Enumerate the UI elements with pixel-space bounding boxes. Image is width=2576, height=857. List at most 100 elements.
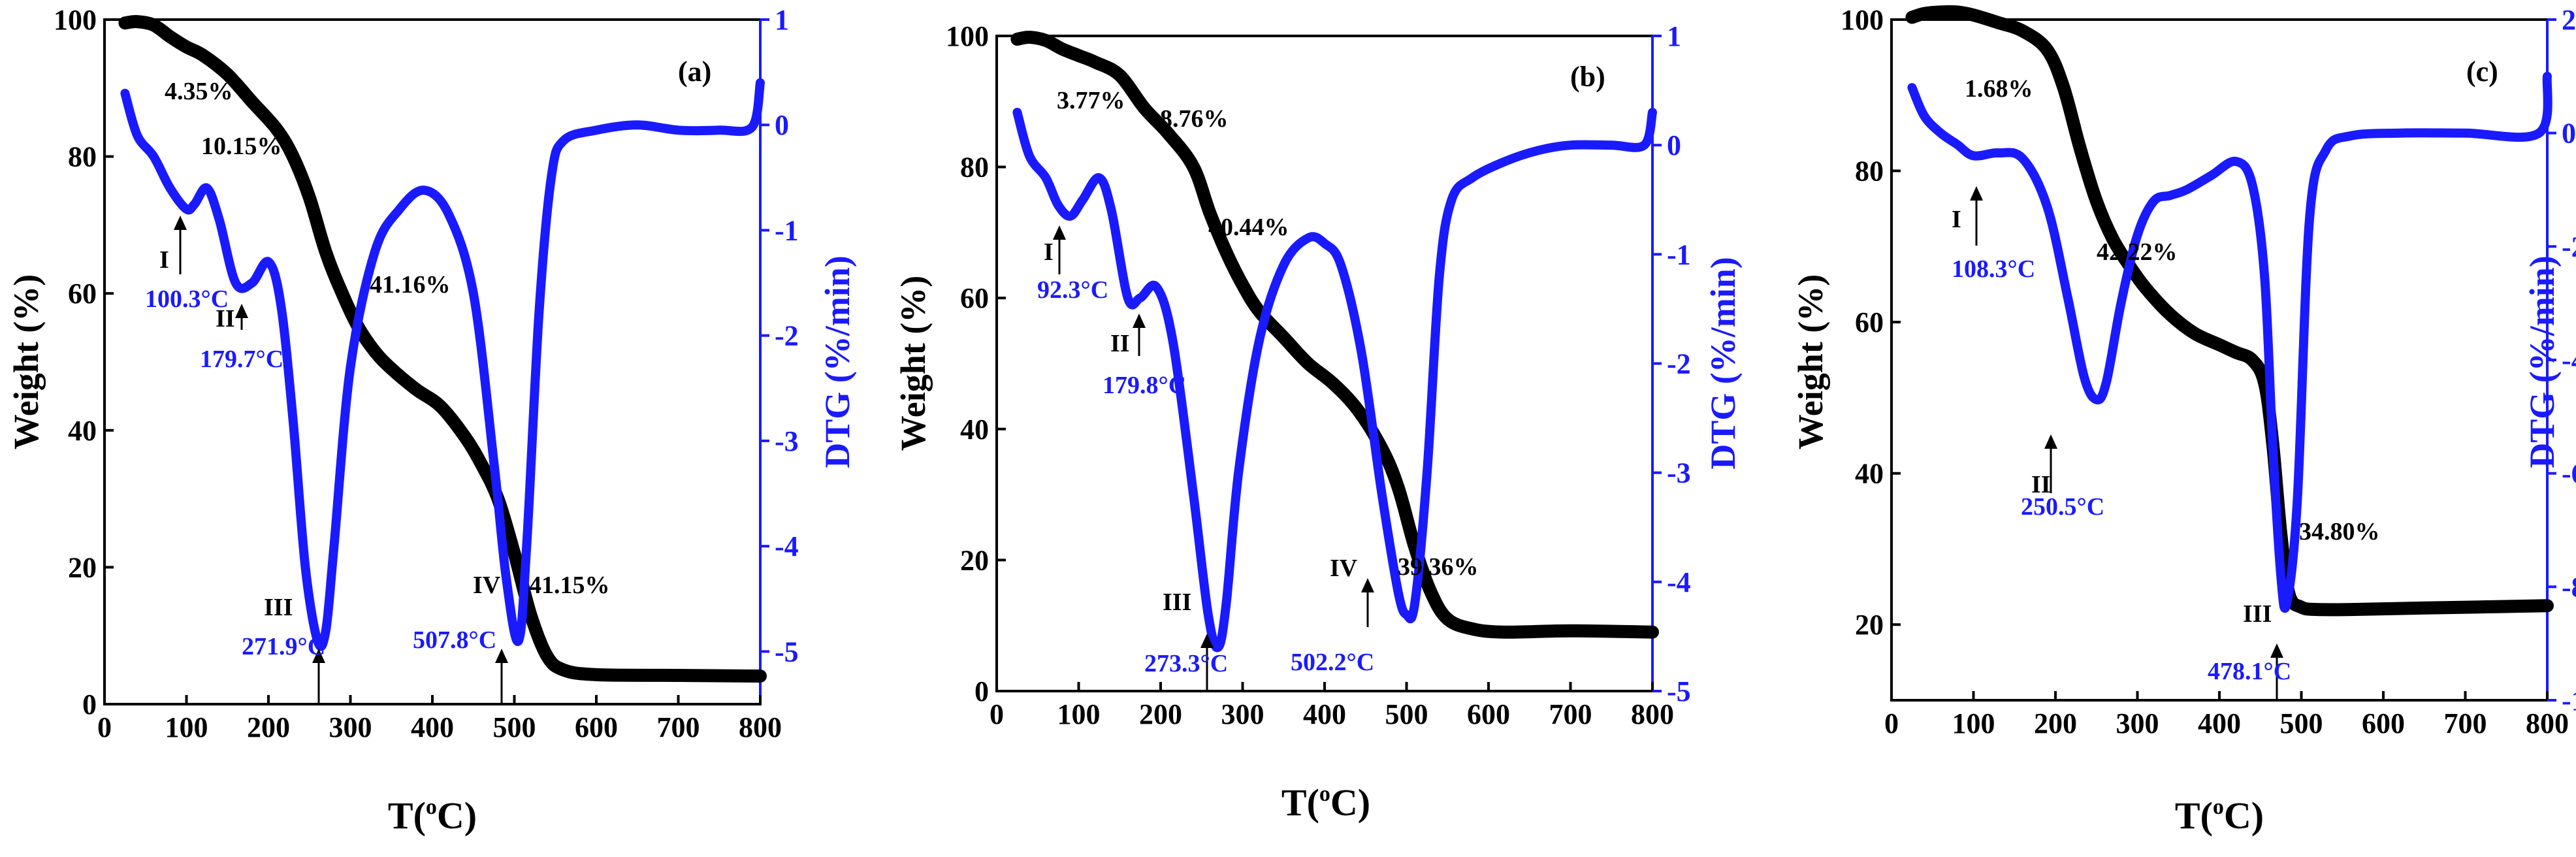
- panel-b-dtg-curve: [1012, 108, 1657, 653]
- panel-a-label: (a): [678, 56, 711, 88]
- x-tick-label: 0: [97, 711, 112, 743]
- x-tick-label: 300: [1221, 698, 1264, 730]
- y2-tick-label: -2: [775, 320, 799, 352]
- panel-c-arrowhead-ii: [2044, 434, 2057, 449]
- panel-a-stage-ii: II: [216, 305, 235, 332]
- y-tick-label: 60: [68, 278, 97, 310]
- panel-b-plot-frame: [995, 35, 1654, 692]
- x-tick-label: 300: [2116, 707, 2159, 739]
- panel-b-anno-pct3: 40.44%: [1208, 214, 1289, 241]
- x-tick-label: 800: [2526, 707, 2569, 739]
- panel-a-arrowhead-iv: [495, 649, 508, 663]
- panel-b-xlabel: T(oC): [1281, 781, 1370, 824]
- y-tick-label: 100: [946, 20, 989, 52]
- panel-b-stage-i: I: [1044, 238, 1054, 266]
- panel-c-temp-ii: 250.5°C: [2021, 493, 2104, 521]
- x-tick-label: 600: [575, 711, 618, 743]
- panel-a-xlabel-start: T(: [388, 794, 426, 837]
- panel-c-x-ticks: 0 100 200 300 400 500 600 700 800: [1884, 691, 2569, 739]
- y-tick-label: 0: [974, 675, 989, 707]
- panel-b-anno-pct4: 39.36%: [1398, 553, 1479, 581]
- y2-tick-label: 0: [775, 109, 789, 141]
- y-tick-label: 80: [1855, 155, 1884, 187]
- panel-a-anno-pct1: 4.35%: [165, 78, 233, 105]
- panel-b-stage-iv: IV: [1330, 555, 1358, 582]
- panel-a-weight-curve: [118, 15, 767, 683]
- y2-tick-label: 0: [2562, 118, 2576, 150]
- panel-b-y-ticks: 0 20 40 60 80 100: [946, 20, 1006, 707]
- panel-b-stage-iii: III: [1163, 589, 1191, 616]
- panel-b-weight-curve: [1010, 30, 1659, 639]
- panel-a-temp-i: 100.3°C: [145, 285, 229, 313]
- panel-c-xlabel: T(oC): [2175, 794, 2264, 837]
- panel-c-y2label: DTG (%/min): [2522, 255, 2562, 468]
- panel-a-stage-iv: IV: [473, 572, 501, 599]
- panel-c-anno-pct3: 34.80%: [2299, 518, 2380, 545]
- panel-b-temp-iii: 273.3°C: [1144, 650, 1228, 677]
- x-tick-label: 400: [2198, 707, 2241, 739]
- y-tick-label: 0: [82, 688, 97, 720]
- y2-tick-label: -3: [775, 425, 799, 457]
- x-tick-label: 200: [1139, 698, 1182, 730]
- panel-a-stage-i: I: [159, 246, 169, 274]
- panel-c-dtg-curve: [1907, 71, 2552, 613]
- panel-a-anno-pct2: 10.15%: [201, 133, 282, 160]
- panel-c-weight-curve: [1905, 5, 2554, 617]
- panel-b-ylabel: Weight (%): [894, 276, 933, 451]
- x-tick-label: 700: [1549, 698, 1592, 730]
- panel-a-xlabel-sup: o: [426, 795, 437, 819]
- y-tick-label: 100: [54, 4, 97, 36]
- x-tick-label: 500: [2280, 707, 2323, 739]
- panel-b-label: (b): [1570, 61, 1605, 93]
- y2-tick-label: -2: [1667, 348, 1691, 380]
- panel-a-temp-ii: 179.7°C: [200, 346, 283, 373]
- panel-b-temp-ii: 179.8°C: [1103, 372, 1186, 399]
- panel-a-arrowhead-i: [174, 216, 187, 230]
- y2-tick-label: -1: [775, 214, 799, 246]
- panel-b-stage-ii: II: [1110, 330, 1130, 357]
- panel-c-stage-ii: II: [2031, 471, 2051, 498]
- y2-tick-label: -6: [2562, 458, 2576, 490]
- panel-c-xlabel-end: C): [2224, 794, 2264, 837]
- panel-b-temp-i: 92.3°C: [1037, 276, 1108, 304]
- x-tick-label: 700: [657, 711, 700, 743]
- panel-c-temp-i: 108.3°C: [1952, 255, 2035, 283]
- y2-tick-label: 2: [2562, 4, 2576, 36]
- panel-c-anno-pct1: 1.68%: [1965, 75, 2033, 103]
- panel-b-y2-ticks: 1 0 -1 -2 -3 -4 -5: [1652, 20, 1691, 707]
- y-tick-label: 20: [960, 544, 989, 576]
- y-tick-label: 60: [960, 282, 989, 314]
- panel-c-stage-iii: III: [2243, 600, 2272, 628]
- x-tick-label: 700: [2444, 707, 2487, 739]
- panel-b-arrowhead-iv: [1361, 578, 1374, 592]
- panel-b-anno-pct2: 8.76%: [1160, 105, 1229, 133]
- panel-c-anno-pct2: 42.22%: [2097, 238, 2178, 266]
- panel-c-plot-frame: [1890, 18, 2549, 702]
- x-tick-label: 0: [990, 698, 1004, 730]
- y-tick-label: 40: [960, 413, 989, 445]
- x-tick-label: 800: [1631, 698, 1674, 730]
- y-tick-label: 60: [1855, 306, 1884, 338]
- panel-c-xlabel-start: T(: [2175, 794, 2213, 837]
- panel-a-temp-iv: 507.8°C: [413, 626, 496, 654]
- panel-b-y2label: DTG (%/min): [1703, 257, 1743, 470]
- y-tick-label: 80: [960, 152, 989, 184]
- panel-b-arrowhead-ii: [1133, 314, 1146, 328]
- panel-a-anno-pct3: 41.16%: [370, 271, 451, 299]
- panel-c-ylabel: Weight (%): [1791, 274, 1830, 449]
- panel-a-arrowhead-iii: [312, 649, 325, 663]
- x-tick-label: 400: [1303, 698, 1346, 730]
- y2-tick-label: 1: [775, 4, 789, 36]
- y2-tick-label: -4: [1667, 566, 1691, 598]
- panel-a-y-ticks: 0 20 40 60 80 100: [54, 4, 114, 720]
- y-tick-label: 40: [1855, 458, 1884, 490]
- y2-tick-label: -10: [2562, 685, 2576, 717]
- x-tick-label: 100: [165, 711, 208, 743]
- panel-c-label: (c): [2466, 56, 2498, 88]
- panel-b-anno-pct1: 3.77%: [1057, 87, 1125, 114]
- panel-c-stage-i: I: [1952, 206, 1961, 233]
- y2-tick-label: -3: [1667, 457, 1691, 489]
